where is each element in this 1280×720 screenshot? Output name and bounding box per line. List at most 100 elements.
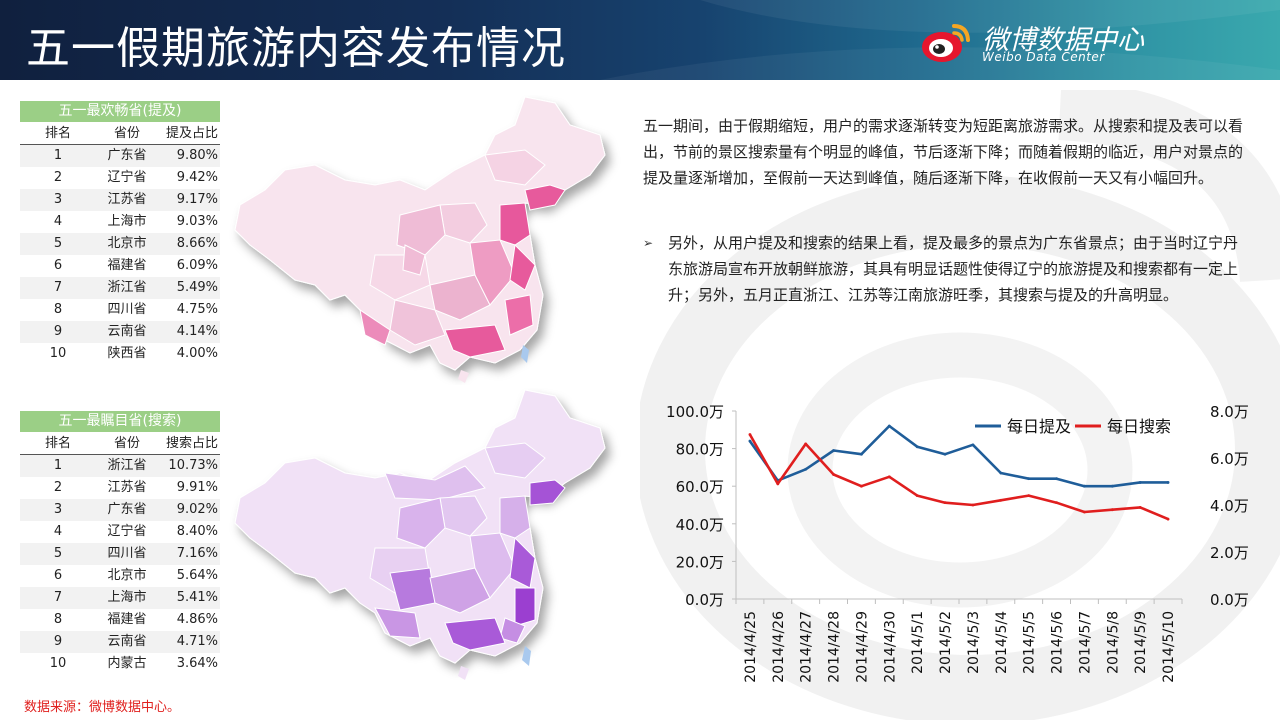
cell-rank: 2	[53, 170, 63, 185]
cell-rank: 3	[53, 192, 63, 207]
header-rank: 排名	[44, 436, 71, 451]
table-row: 2 江苏省 9.91%	[20, 477, 220, 499]
cell-share: 4.00%	[176, 346, 218, 361]
cell-rank: 10	[49, 656, 67, 671]
left-axis-tick-label: 0.0万	[685, 591, 724, 609]
series-line-searches	[748, 433, 1169, 521]
table-row: 1 浙江省 10.73%	[20, 455, 220, 477]
analysis-paragraph-1: 五一期间，由于假期缩短，用户的需求逐渐转变为短距离旅游需求。从搜索和提及表可以看…	[643, 117, 1244, 187]
data-point	[832, 473, 835, 476]
header-province: 省份	[113, 436, 140, 451]
series-line-mentions	[748, 424, 1169, 488]
left-axis-tick-label: 60.0万	[676, 478, 724, 496]
search-table-header: 排名 省份 搜索占比	[20, 432, 220, 455]
left-axis-tick-label: 100.0万	[666, 403, 724, 421]
header-province: 省份	[113, 126, 140, 141]
search-rank-table: 五一最瞩目省(搜索) 排名 省份 搜索占比 1 浙江省 10.73% 2 江苏省 9.9…	[20, 411, 220, 675]
data-point	[804, 442, 808, 446]
cell-province: 云南省	[107, 634, 147, 649]
data-point	[915, 494, 919, 497]
cell-rank: 4	[53, 214, 63, 229]
x-axis-tick-label: 2014/4/28	[827, 611, 843, 683]
data-point	[1166, 517, 1170, 521]
data-point	[999, 471, 1003, 475]
mention-heat-map	[225, 95, 625, 385]
data-point	[1083, 510, 1086, 514]
x-axis-tick-label: 2014/4/30	[882, 611, 898, 683]
cell-province: 上海市	[107, 590, 147, 605]
cell-share: 9.03%	[176, 214, 218, 229]
table-row: 3 江苏省 9.17%	[20, 189, 220, 211]
table-row: 8 福建省 4.86%	[20, 609, 220, 631]
x-axis-tick-label: 2014/4/29	[854, 611, 870, 683]
table-row: 5 四川省 7.16%	[20, 543, 220, 565]
header-share: 提及占比	[165, 126, 218, 141]
data-point	[943, 501, 947, 505]
cell-province: 广东省	[107, 148, 147, 163]
cell-province: 福建省	[107, 258, 147, 273]
left-axis-tick-label: 80.0万	[676, 441, 724, 459]
mention-rank-table: 五一最欢畅省(提及) 排名 省份 提及占比 1 广东省 9.80% 2 辽宁省 9.42…	[20, 101, 220, 365]
x-axis-tick-label: 2014/4/26	[771, 611, 787, 683]
right-axis-tick-label: 0.0万	[1210, 591, 1249, 609]
header-share: 搜索占比	[165, 436, 218, 451]
daily-trend-chart-svg: 0.0万 20.0万 40.0万 60.0万 80.0万 100.0万 0.0万 2.0万 4.…	[666, 403, 1249, 683]
cell-rank: 7	[53, 280, 63, 295]
right-axis-tick-label: 2.0万	[1210, 544, 1249, 562]
cell-province: 四川省	[107, 302, 147, 317]
x-axis-tick-label: 2014/4/25	[743, 611, 759, 683]
x-axis-tick-label: 2014/5/9	[1133, 611, 1149, 674]
data-point	[1055, 477, 1058, 481]
x-axis-tick-label: 2014/5/10	[1161, 611, 1177, 683]
brand-name-cn: 微博数据中心	[982, 25, 1144, 56]
data-source-note: 数据来源：微博数据中心。	[24, 700, 181, 715]
data-point	[999, 498, 1003, 502]
right-axis-tick-label: 8.0万	[1210, 403, 1249, 421]
cell-province: 浙江省	[107, 280, 147, 295]
cell-share: 9.02%	[176, 502, 218, 517]
data-point	[1166, 481, 1170, 484]
header-banner: 五一假期旅游内容发布情况 微博数据中心 Weibo Data Center	[0, 0, 1280, 80]
table-row: 9 云南省 4.71%	[20, 631, 220, 653]
cell-province: 北京市	[107, 236, 147, 251]
left-axis-tick-label: 20.0万	[676, 553, 724, 571]
cell-share: 5.64%	[176, 568, 218, 583]
cell-share: 5.41%	[176, 590, 218, 605]
data-point	[1027, 494, 1031, 497]
daily-trend-chart: 0.0万 20.0万 40.0万 60.0万 80.0万 100.0万 0.0万 2.0万 4.…	[640, 395, 1260, 715]
cell-province: 北京市	[107, 568, 147, 583]
cell-share: 4.14%	[176, 324, 218, 339]
legend-label: 每日搜索	[1107, 417, 1171, 436]
table-row: 9 云南省 4.14%	[20, 321, 220, 343]
cell-share: 4.71%	[176, 634, 218, 649]
weibo-logo-icon	[922, 24, 970, 62]
mention-table-title: 五一最欢畅省(提及)	[20, 101, 220, 122]
table-row: 6 北京市 5.64%	[20, 565, 220, 587]
right-axis-tick-label: 4.0万	[1210, 497, 1249, 515]
header-decoration	[600, 0, 1280, 80]
data-point	[915, 445, 919, 449]
legend-label: 每日提及	[1007, 417, 1071, 436]
analysis-paragraph-2: 另外，从用户提及和搜索的结果上看，提及最多的景点为广东省景点；由于当时辽宁丹东旅…	[668, 234, 1239, 304]
cell-province: 内蒙古	[107, 656, 147, 671]
cell-share: 8.66%	[176, 236, 218, 251]
header-rank: 排名	[44, 126, 71, 141]
left-axis-tick-label: 40.0万	[676, 516, 724, 534]
table-row: 10 内蒙古 3.64%	[20, 653, 220, 675]
cell-rank: 5	[53, 236, 63, 251]
cell-rank: 9	[53, 634, 63, 649]
cell-share: 9.80%	[176, 148, 218, 163]
x-axis-tick-label: 2014/5/2	[938, 611, 954, 674]
cell-share: 9.42%	[176, 170, 218, 185]
cell-rank: 8	[53, 612, 63, 627]
x-axis-tick-label: 2014/5/3	[966, 611, 982, 674]
data-point	[832, 449, 835, 452]
table-row: 7 浙江省 5.49%	[20, 277, 220, 299]
cell-share: 8.40%	[176, 524, 218, 539]
cell-share: 9.91%	[176, 480, 218, 495]
data-point	[748, 433, 752, 436]
cell-rank: 2	[53, 480, 63, 495]
cell-rank: 6	[53, 568, 63, 583]
data-point	[971, 503, 975, 507]
data-point	[1055, 501, 1058, 505]
